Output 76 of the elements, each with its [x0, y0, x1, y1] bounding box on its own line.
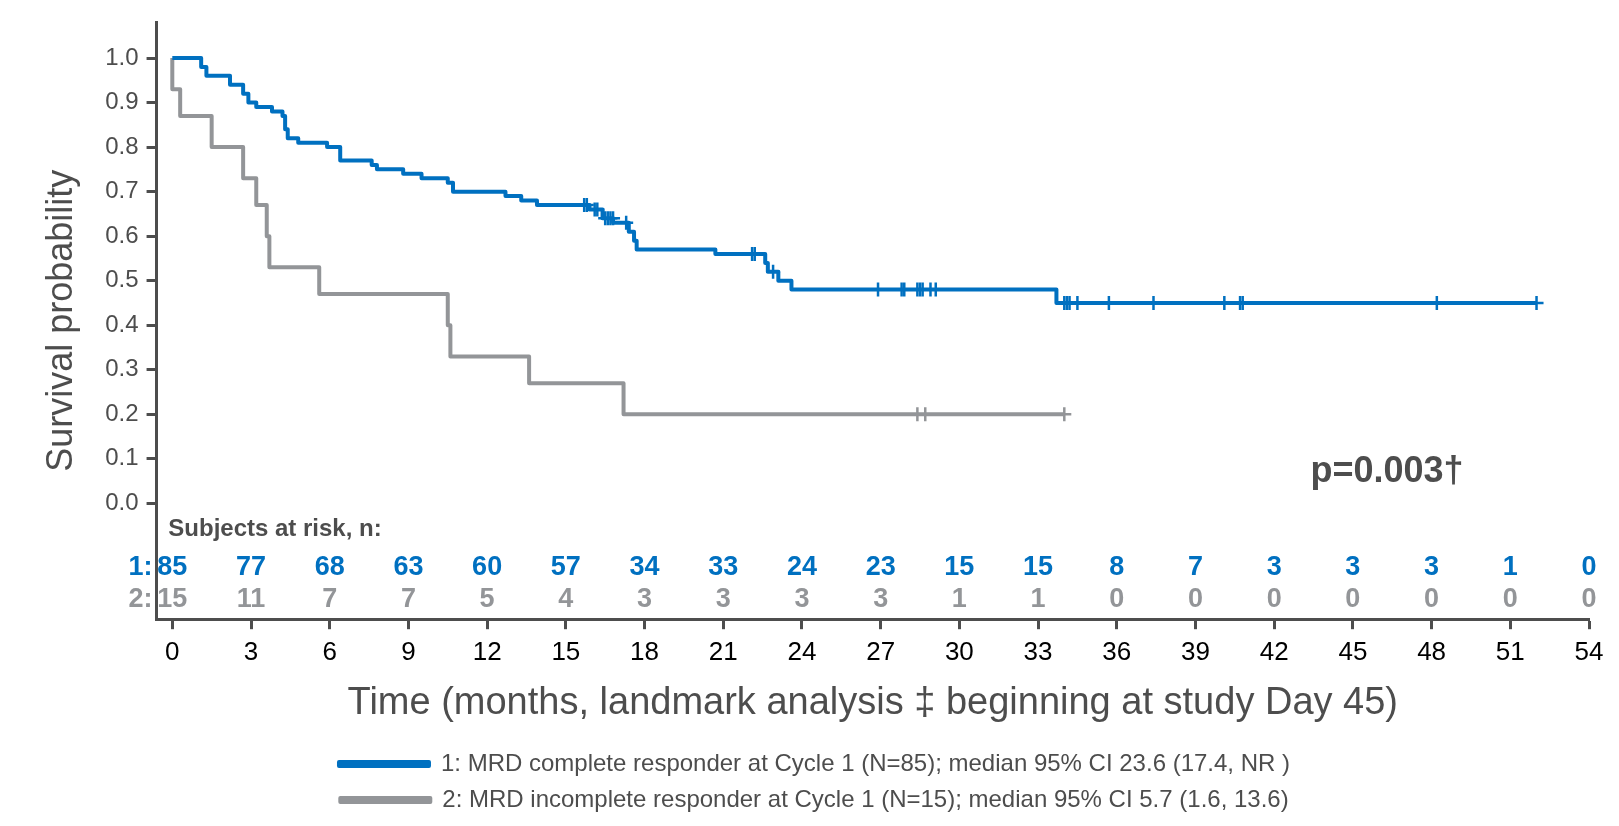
y-tick-label: 0.0 — [105, 488, 139, 516]
x-tick-label: 24 — [787, 635, 817, 666]
annotation: 7 — [1187, 550, 1203, 581]
annotation: 3 — [1424, 550, 1440, 581]
annotation: 60 — [472, 550, 503, 581]
annotation: 11 — [236, 582, 266, 613]
annotation: 8 — [1109, 550, 1125, 581]
annotation: 0 — [1109, 582, 1125, 613]
annotation: 3 — [1345, 550, 1361, 581]
x-tick-label: 39 — [1181, 635, 1210, 666]
annotation: 34 — [629, 550, 660, 581]
x-tick-label: 45 — [1338, 635, 1368, 666]
x-tick-label: 27 — [866, 635, 896, 666]
annotation: 7 — [400, 582, 416, 613]
annotation: 0 — [1266, 582, 1282, 613]
annotation: 33 — [708, 550, 739, 581]
annotation: 1 — [1502, 550, 1518, 581]
x-tick-label: 30 — [944, 635, 974, 666]
x-tick-label: 0 — [165, 635, 180, 666]
annotation: 0 — [1345, 582, 1361, 613]
y-tick-label: 0.6 — [105, 220, 139, 248]
x-tick-label: 21 — [708, 635, 738, 666]
annotation: 3 — [873, 582, 889, 613]
annotation: 24 — [786, 550, 817, 581]
x-tick-label: 51 — [1495, 635, 1525, 666]
x-tick-label: 48 — [1417, 635, 1447, 666]
annotation: 3 — [715, 582, 731, 613]
annotation: 15 — [944, 550, 975, 581]
annotation: 1 — [1030, 582, 1046, 613]
x-tick-label: 3 — [243, 635, 259, 666]
x-tick-label: 36 — [1102, 635, 1132, 666]
annotation: 5 — [479, 582, 495, 613]
annotation: 0 — [1424, 582, 1440, 613]
annotation: 23 — [865, 550, 896, 581]
y-tick-label: 0.9 — [105, 87, 139, 115]
annotation: 77 — [235, 550, 267, 581]
x-tick-label: 15 — [551, 635, 581, 666]
annotation: 63 — [393, 550, 424, 581]
text: 2: — [128, 582, 153, 613]
legend-label: 2: MRD incomplete responder at Cycle 1 (N=15); median 95% CI 5.7 (1.6, 13.6) — [442, 784, 1289, 812]
annotation: Subjects at risk, n: — [168, 513, 382, 541]
x-tick-label: 54 — [1574, 635, 1604, 666]
x-tick-label: 12 — [472, 635, 502, 666]
y-axis-title: Survival probability — [38, 169, 80, 472]
y-tick-label: 0.4 — [105, 309, 139, 337]
x-tick-label: 42 — [1259, 635, 1289, 666]
x-tick-label: 18 — [630, 635, 659, 666]
annotation: 85 — [157, 550, 188, 581]
annotation: 0 — [1581, 550, 1597, 581]
x-axis-title: Time (months, landmark analysis ‡ beginning at study Day 45) — [347, 679, 1398, 722]
y-tick-label: 0.1 — [105, 443, 139, 471]
annotation: 3 — [1266, 550, 1282, 581]
legend-label: 1: MRD complete responder at Cycle 1 (N=85); median 95% CI 23.6 (17.4, NR ) — [440, 748, 1291, 776]
x-tick-label: 33 — [1023, 635, 1053, 666]
annotation: 0 — [1502, 582, 1518, 613]
y-tick-label: 0.8 — [105, 131, 139, 159]
annotation: 3 — [637, 582, 653, 613]
y-tick-label: 1.0 — [105, 42, 139, 70]
annotation: 1 — [951, 582, 967, 613]
text: 1: — [128, 550, 153, 581]
y-tick-label: 0.3 — [105, 354, 139, 382]
annotation: 4 — [558, 582, 574, 613]
y-tick-label: 0.7 — [105, 176, 139, 204]
y-tick-label: 0.2 — [105, 398, 139, 426]
annotation: 15 — [157, 582, 188, 613]
annotation: 0 — [1581, 582, 1597, 613]
y-tick-label: 0.5 — [105, 265, 139, 293]
annotation: p=0.003† — [1310, 449, 1464, 491]
annotation: 7 — [322, 582, 338, 613]
annotation: 0 — [1187, 582, 1203, 613]
annotation: 68 — [314, 550, 345, 581]
x-tick-label: 9 — [401, 635, 416, 666]
x-tick-label: 6 — [322, 635, 337, 666]
annotation: 3 — [794, 582, 810, 613]
annotation: 57 — [550, 550, 581, 581]
annotation: 15 — [1023, 550, 1054, 581]
